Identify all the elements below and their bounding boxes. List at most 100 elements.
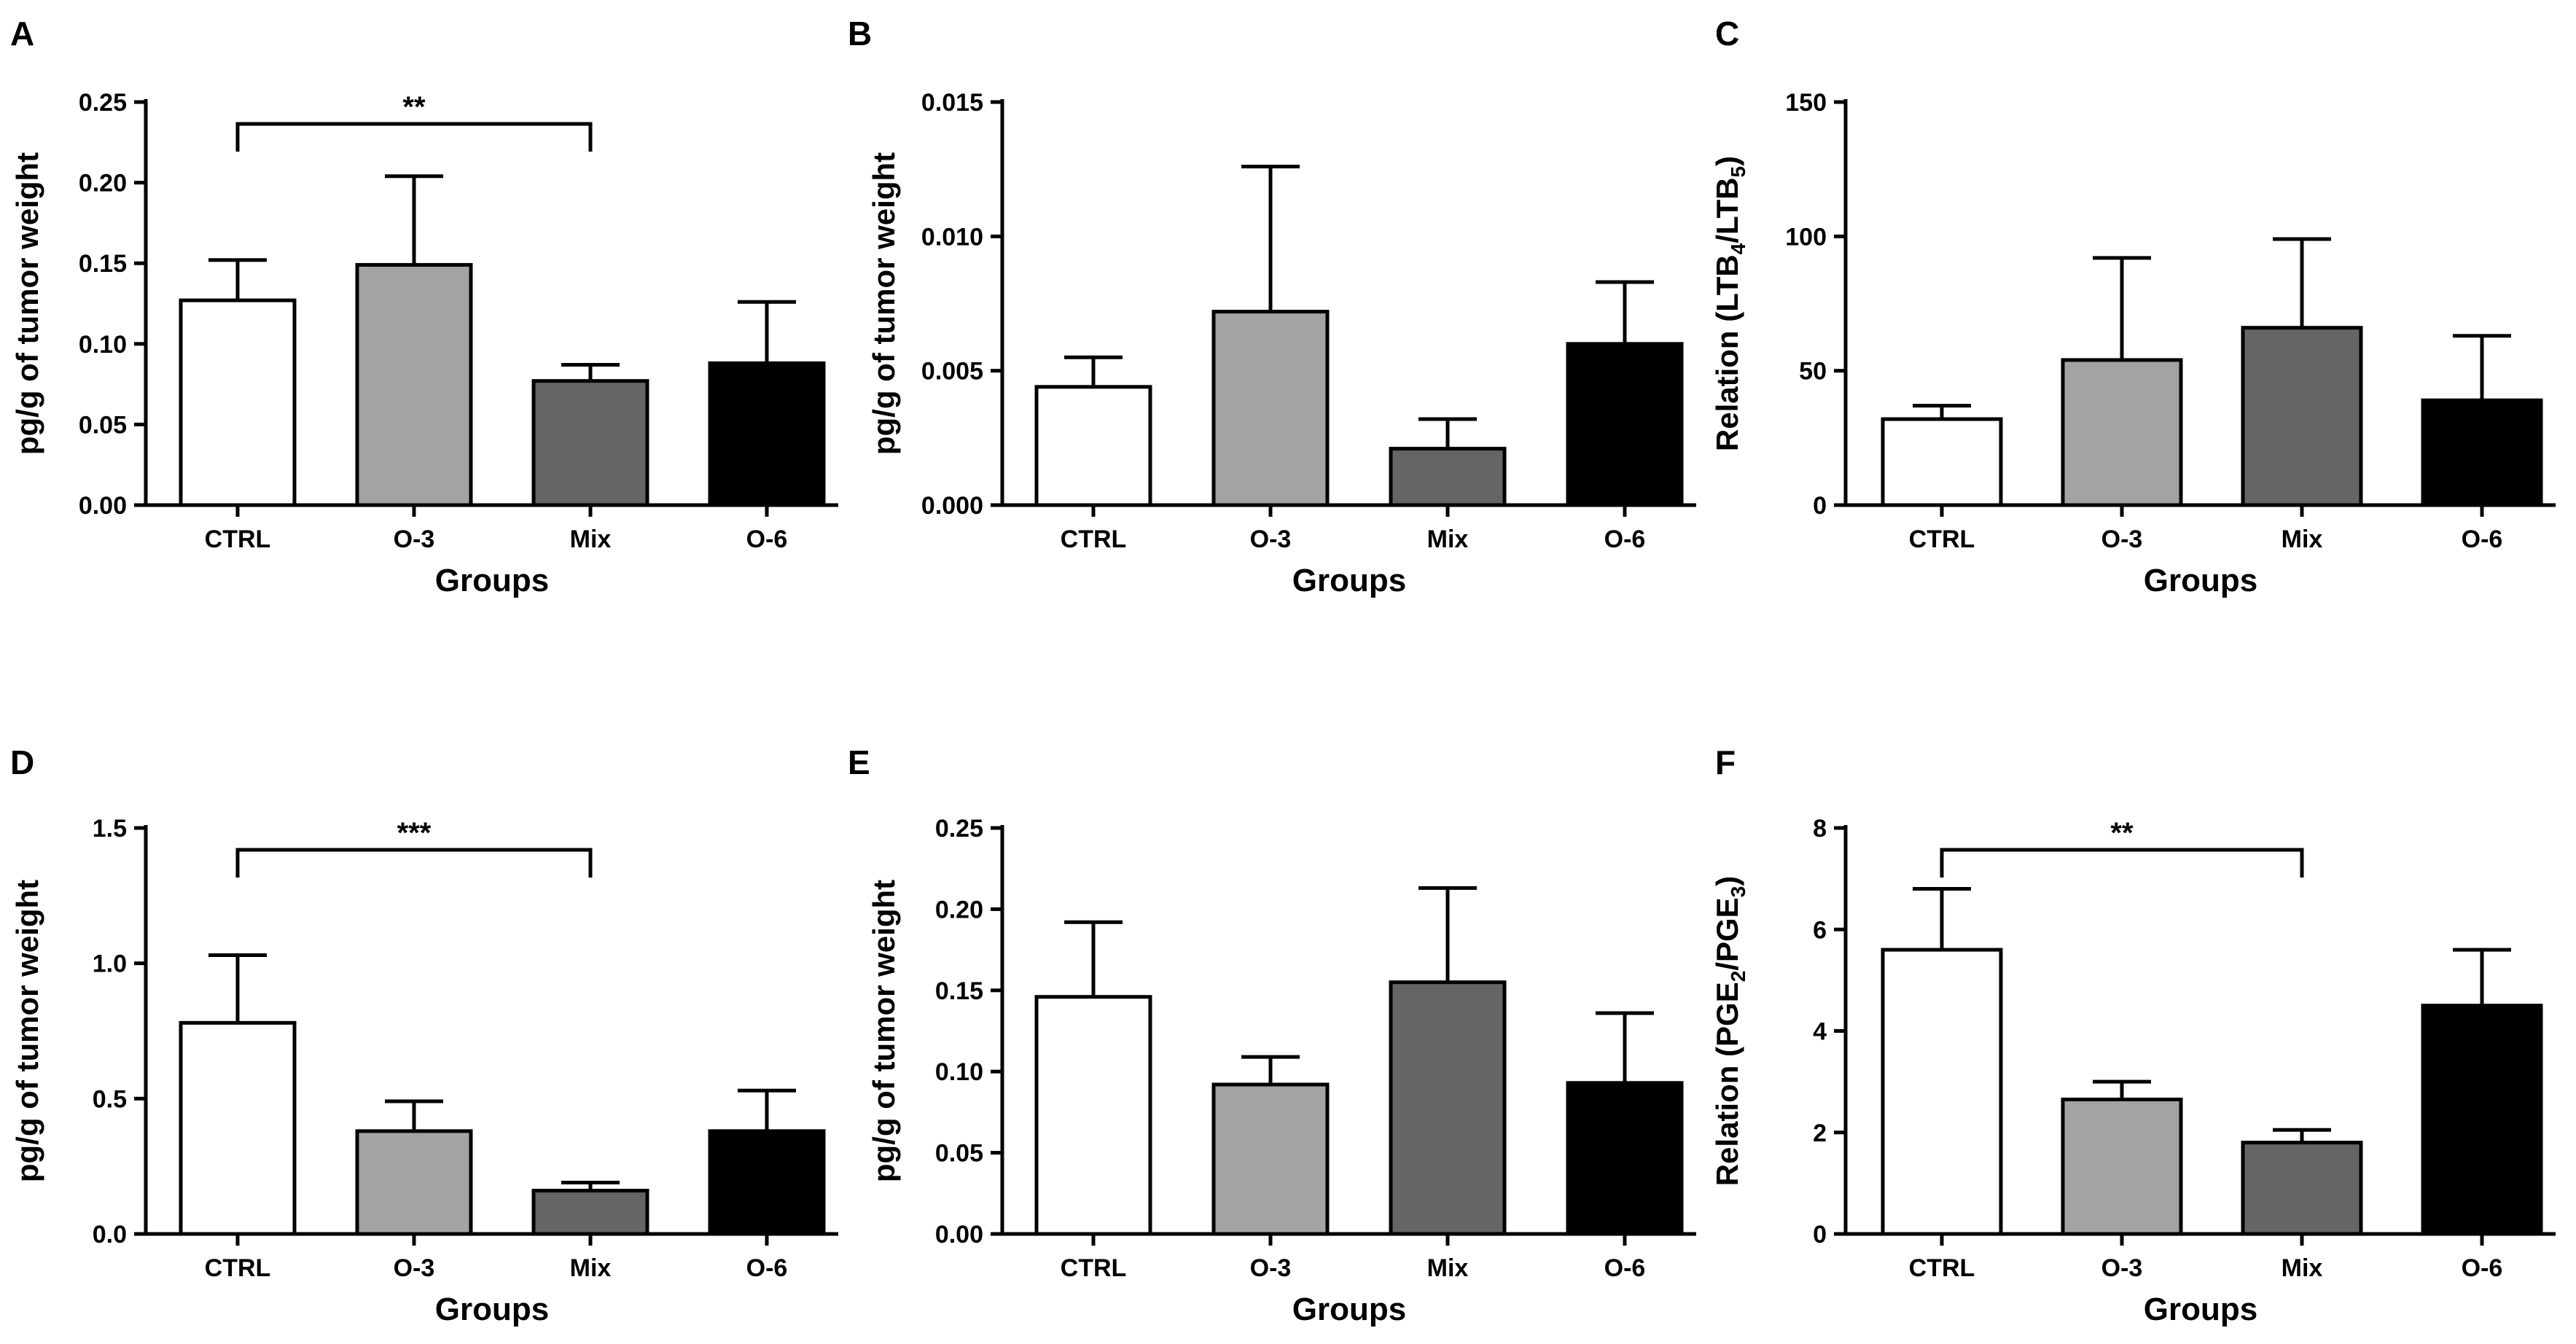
bar-mix (2241, 1141, 2363, 1236)
y-axis-title: pg/g of tumor weight (10, 152, 44, 455)
bar-mix (1389, 980, 1507, 1236)
bracket-line (235, 122, 593, 152)
x-axis-title: Groups (435, 563, 549, 598)
y-tick-label: 50 (1799, 358, 1827, 386)
bar-o-6 (708, 361, 826, 507)
x-axis-title: Groups (1292, 1292, 1406, 1327)
y-tick-label: 4 (1813, 1018, 1827, 1046)
bar-ctrl (1881, 417, 2003, 507)
bar-o-6 (2421, 1004, 2543, 1236)
y-tick-label: 150 (1785, 89, 1827, 117)
error-bar-o-3 (385, 174, 443, 265)
x-axis-title: Groups (1292, 563, 1406, 598)
y-axis-title: pg/g of tumor weight (10, 880, 44, 1182)
error-bar-ctrl (1064, 920, 1123, 997)
y-tick-label: 0.00 (935, 1221, 983, 1249)
error-bar-mix (1418, 417, 1477, 449)
y-tick-label: 0.25 (935, 815, 983, 843)
significance-label: ** (402, 91, 426, 123)
bar-mix (531, 379, 649, 507)
bar-o-6 (2421, 398, 2543, 507)
x-tick-label: O-6 (1604, 526, 1646, 553)
error-bar-o-6 (2453, 334, 2511, 401)
error-bar-o-3 (385, 1099, 443, 1131)
error-bar-o-3 (2093, 1079, 2151, 1100)
error-bar-o-6 (738, 300, 796, 364)
y-tick-label: 0.0 (93, 1221, 127, 1249)
x-axis-title: Groups (2144, 1292, 2257, 1327)
bar-ctrl (179, 298, 297, 507)
y-tick-label: 0.5 (93, 1085, 127, 1113)
y-axis-title-subscript: 5 (1727, 166, 1749, 178)
x-tick-label: CTRL (1909, 1254, 1975, 1282)
significance-label: *** (397, 817, 432, 849)
y-tick-label: 0.15 (935, 977, 983, 1005)
significance-label: ** (2110, 817, 2134, 849)
x-tick-label: O-3 (394, 1254, 435, 1282)
panel-b: B 0.000 0.005 0.010 0.015 CTRL O-3 Mix O-6 Groups… (848, 15, 1696, 598)
x-tick-label: Mix (1427, 1254, 1469, 1282)
bar-o-3 (1211, 1082, 1330, 1236)
x-tick-label: CTRL (1909, 526, 1975, 553)
x-tick-label: CTRL (1061, 1254, 1127, 1282)
bar-o-3 (355, 262, 473, 507)
x-tick-label: O-6 (1604, 1254, 1646, 1282)
panel-label: E (848, 743, 870, 781)
bracket-line (235, 848, 593, 878)
panel-label: C (1715, 15, 1739, 52)
panel-label: B (848, 15, 872, 52)
y-tick-label: 0.005 (921, 358, 983, 386)
y-axis-title-part: ) (1710, 156, 1744, 166)
error-bar-ctrl (1064, 355, 1123, 387)
bar-o-3 (2061, 358, 2183, 507)
y-tick-label: 0.10 (79, 331, 127, 359)
x-tick-label: O-3 (1250, 1254, 1292, 1282)
y-tick-label: 0.20 (79, 170, 127, 198)
x-tick-label: Mix (1427, 526, 1469, 553)
error-bar-o-3 (1241, 164, 1300, 312)
x-tick-label: Mix (2282, 1254, 2323, 1282)
x-tick-label: O-6 (2462, 526, 2503, 553)
bar-ctrl (1881, 948, 2003, 1236)
y-tick-label: 0.000 (921, 492, 983, 520)
x-tick-label: O-3 (1250, 526, 1292, 553)
y-axis-title-part: Relation (PGE (1710, 982, 1744, 1186)
bar-ctrl (1034, 995, 1152, 1236)
y-axis-title-part: ) (1710, 876, 1744, 886)
bar-o-3 (355, 1129, 473, 1236)
y-tick-label: 6 (1813, 916, 1827, 944)
y-axis-title-subscript: 4 (1727, 243, 1749, 254)
bar-mix (531, 1189, 649, 1236)
x-tick-label: O-3 (2101, 1254, 2143, 1282)
y-tick-label: 8 (1813, 815, 1827, 843)
y-tick-label: 0.00 (79, 492, 127, 520)
y-tick-label: 0.20 (935, 896, 983, 923)
error-bar-mix (2273, 237, 2331, 328)
y-axis-title: Relation (LTB4/LTB5) (1710, 156, 1749, 451)
bar-ctrl (1034, 385, 1152, 507)
y-tick-label: 1.5 (93, 815, 127, 843)
error-bar-o-6 (1596, 1011, 1654, 1083)
y-tick-label: 2 (1813, 1120, 1827, 1147)
bar-o-3 (2061, 1097, 2183, 1236)
error-bar-mix (2273, 1128, 2331, 1143)
bar-mix (2241, 326, 2363, 507)
bar-o-6 (1566, 342, 1684, 507)
y-tick-label: 0.10 (935, 1058, 983, 1086)
y-axis-title: pg/g of tumor weight (867, 880, 901, 1182)
y-tick-label: 0 (1813, 492, 1827, 520)
panel-e: E 0.00 0.05 0.10 0.15 0.20 0.25 CTRL O-3 Mix O-6 Gr… (848, 743, 1696, 1327)
y-axis-title-subscript: 3 (1727, 886, 1749, 898)
panel-label: D (10, 743, 34, 781)
bar-mix (1389, 447, 1507, 507)
significance-bracket: ** (1940, 817, 2304, 878)
error-bar-ctrl (1913, 404, 1971, 420)
x-tick-label: O-3 (394, 526, 435, 553)
bar-o-3 (1211, 310, 1330, 507)
significance-bracket: ** (235, 91, 593, 152)
x-tick-label: Mix (570, 1254, 612, 1282)
y-axis-title: Relation (PGE2/PGE3) (1710, 876, 1749, 1187)
x-axis-title: Groups (2144, 563, 2257, 598)
